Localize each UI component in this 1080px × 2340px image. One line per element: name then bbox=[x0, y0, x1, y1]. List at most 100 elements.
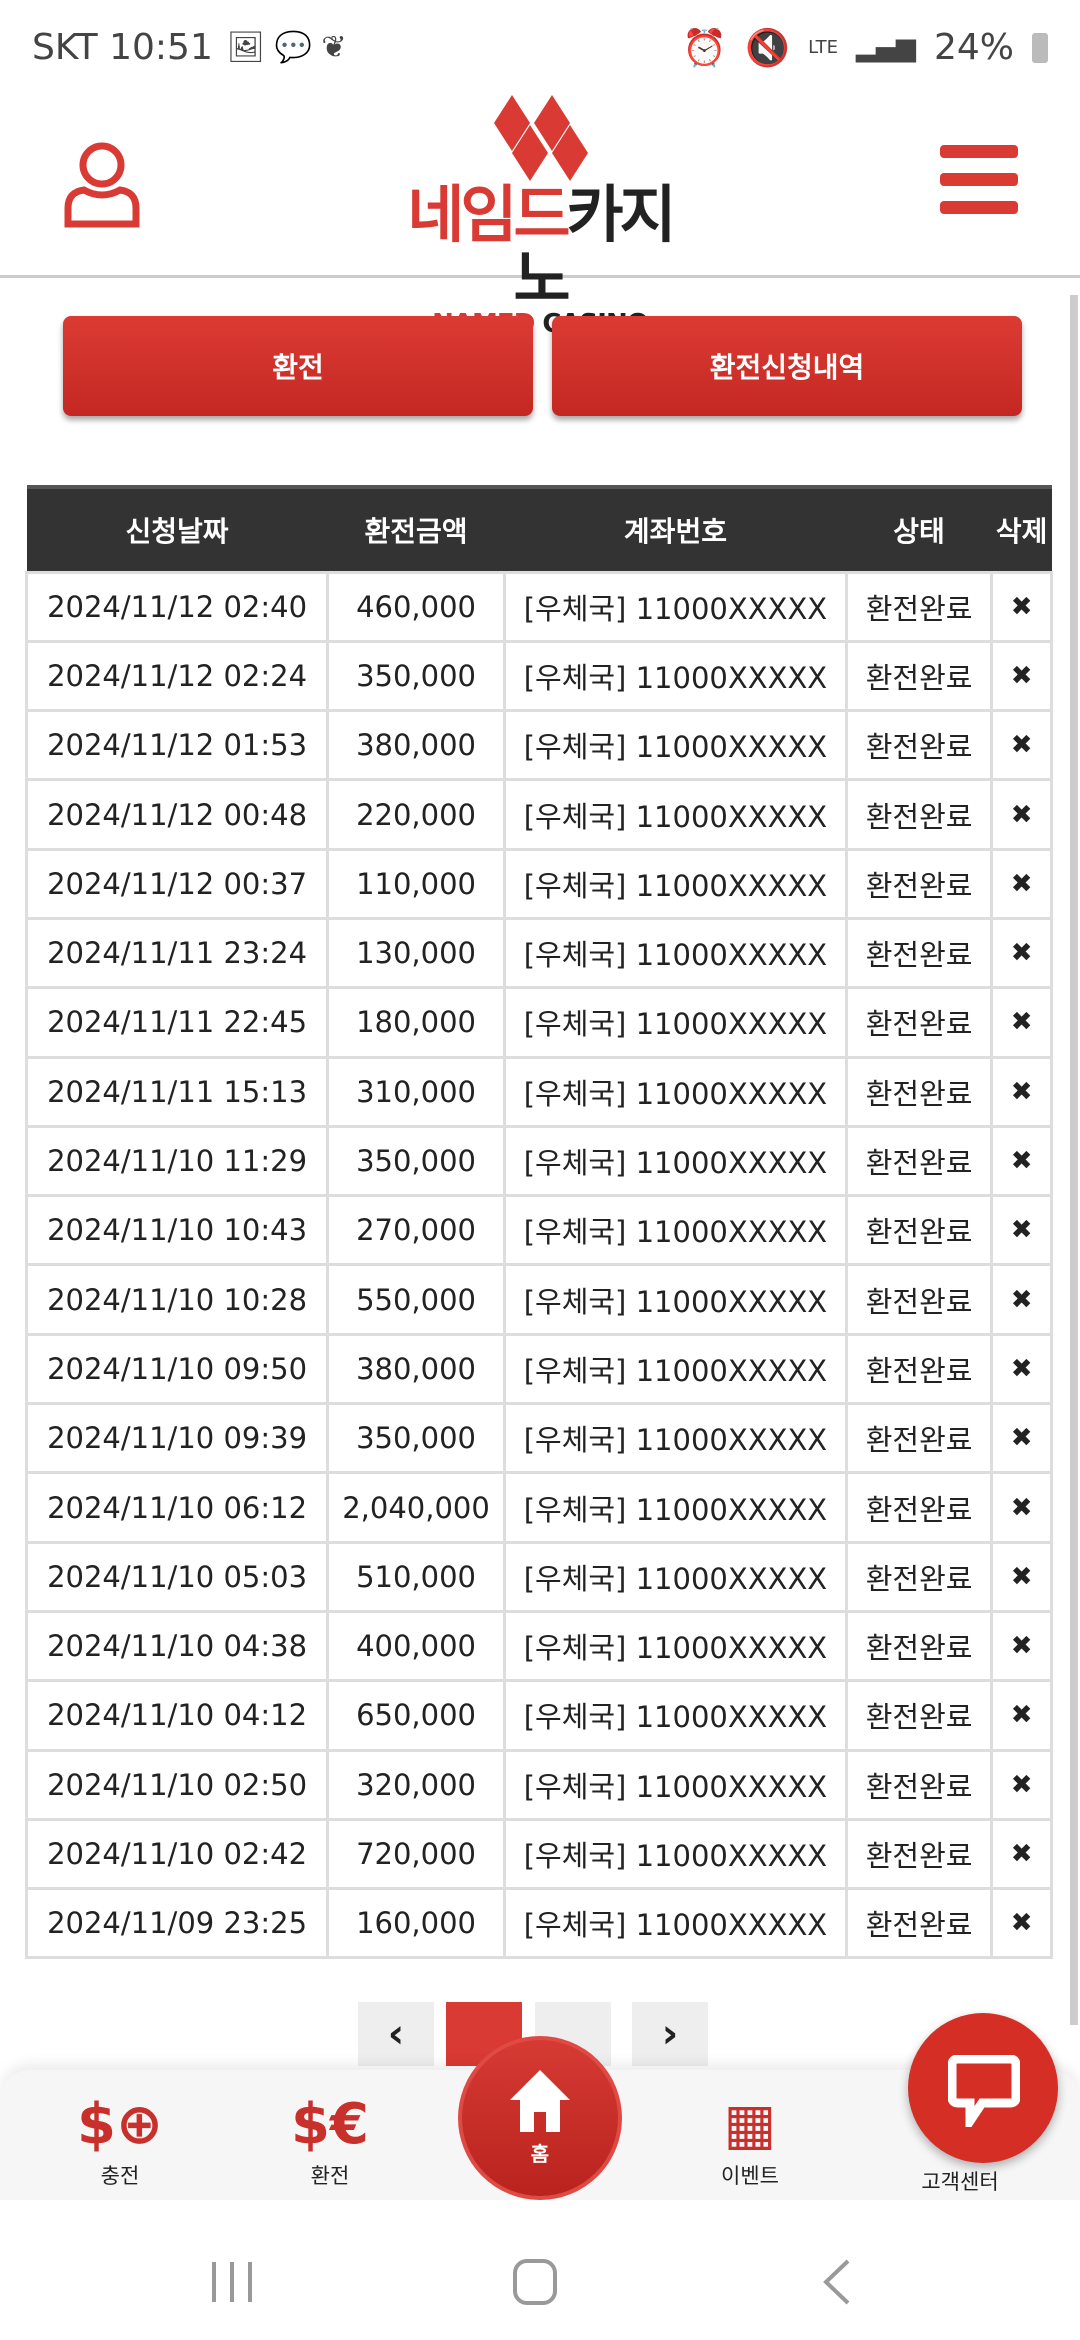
pagination-next[interactable]: › bbox=[632, 2002, 708, 2066]
amount: 380,000 bbox=[326, 1332, 506, 1406]
battery-icon bbox=[1032, 32, 1048, 63]
request-date: 2024/11/10 02:50 bbox=[24, 1748, 330, 1821]
home-system-icon[interactable] bbox=[512, 2258, 558, 2306]
account-number: [우체국] 11000XXXXX bbox=[502, 1471, 848, 1544]
status: 환전완료 bbox=[844, 570, 994, 643]
delete-icon[interactable]: ✖ bbox=[990, 1055, 1053, 1128]
column-header: 삭제 bbox=[991, 485, 1052, 572]
withdraw-history-table: 신청날짜 환전금액 계좌번호 상태 삭제 2024/11/12 02:40 460,000… bbox=[24, 485, 1053, 1960]
request-date: 2024/11/10 06:12 bbox=[24, 1471, 330, 1544]
account-number: [우체국] 11000XXXXX bbox=[502, 1817, 848, 1891]
chat-button[interactable] bbox=[908, 2013, 1058, 2163]
logo-kr-black: 카지노 bbox=[513, 178, 676, 315]
status: 환전완료 bbox=[844, 1540, 994, 1613]
request-date: 2024/11/11 22:45 bbox=[24, 986, 330, 1059]
delete-icon[interactable]: ✖ bbox=[990, 570, 1053, 643]
status: 환전완료 bbox=[844, 1194, 994, 1267]
status: 환전완료 bbox=[844, 1471, 994, 1544]
request-date: 2024/11/10 04:12 bbox=[24, 1679, 330, 1752]
status: 환전완료 bbox=[844, 1817, 994, 1891]
table-row: 2024/11/10 09:39 350,000 [우체국] 11000XXXXX 환… bbox=[24, 1402, 1053, 1475]
delete-icon[interactable]: ✖ bbox=[990, 1748, 1053, 1821]
status: 환전완료 bbox=[844, 847, 994, 920]
nav-support[interactable]: 고객센터 bbox=[885, 2166, 1035, 2196]
delete-icon[interactable]: ✖ bbox=[990, 1332, 1053, 1406]
delete-icon[interactable]: ✖ bbox=[990, 847, 1053, 920]
delete-icon[interactable]: ✖ bbox=[990, 1679, 1053, 1752]
request-date: 2024/11/12 00:48 bbox=[24, 778, 330, 851]
column-header: 환전금액 bbox=[327, 485, 505, 572]
account-number: [우체국] 11000XXXXX bbox=[502, 1194, 848, 1267]
request-date: 2024/11/12 02:40 bbox=[24, 570, 330, 643]
delete-icon[interactable]: ✖ bbox=[990, 1124, 1053, 1198]
delete-icon[interactable]: ✖ bbox=[990, 1887, 1053, 1960]
account-number: [우체국] 11000XXXXX bbox=[502, 847, 848, 920]
logo[interactable]: 네임드카지노 NAMED CASINO bbox=[390, 95, 690, 337]
nav-event[interactable]: ▦ 이벤트 bbox=[675, 2090, 825, 2190]
delete-icon[interactable]: ✖ bbox=[990, 1471, 1053, 1544]
table-row: 2024/11/12 00:48 220,000 [우체국] 11000XXXXX 환… bbox=[24, 778, 1053, 851]
account-number: [우체국] 11000XXXXX bbox=[502, 1887, 848, 1960]
delete-icon[interactable]: ✖ bbox=[990, 986, 1053, 1059]
nav-withdraw[interactable]: $€ 환전 bbox=[255, 2090, 405, 2190]
table-row: 2024/11/10 09:50 380,000 [우체국] 11000XXXXX 환… bbox=[24, 1332, 1053, 1406]
status: 환전완료 bbox=[844, 778, 994, 851]
amount: 310,000 bbox=[326, 1055, 506, 1128]
amount: 2,040,000 bbox=[326, 1471, 506, 1544]
user-icon[interactable] bbox=[62, 140, 142, 230]
amount: 270,000 bbox=[326, 1194, 506, 1267]
column-header: 상태 bbox=[846, 485, 992, 572]
site-header: 네임드카지노 NAMED CASINO bbox=[0, 95, 1080, 337]
status: 환전완료 bbox=[844, 709, 994, 782]
pagination-prev[interactable]: ‹ bbox=[358, 2002, 434, 2066]
back-icon[interactable] bbox=[820, 2258, 854, 2306]
request-date: 2024/11/10 02:42 bbox=[24, 1817, 330, 1891]
scrollbar[interactable] bbox=[1070, 295, 1078, 2025]
status: 환전완료 bbox=[844, 1055, 994, 1128]
nav-event-label: 이벤트 bbox=[721, 2164, 779, 2188]
account-number: [우체국] 11000XXXXX bbox=[502, 639, 848, 713]
delete-icon[interactable]: ✖ bbox=[990, 1540, 1053, 1613]
table-row: 2024/11/10 10:28 550,000 [우체국] 11000XXXXX 환… bbox=[24, 1263, 1053, 1336]
alarm-icon: ⏰ bbox=[682, 27, 728, 69]
table-row: 2024/11/10 02:42 720,000 [우체국] 11000XXXXX 환… bbox=[24, 1817, 1053, 1891]
nav-home[interactable]: 홈 bbox=[458, 2036, 622, 2200]
nav-charge[interactable]: $⊕ 충전 bbox=[45, 2090, 195, 2190]
delete-icon[interactable]: ✖ bbox=[990, 1609, 1053, 1683]
table-row: 2024/11/11 23:24 130,000 [우체국] 11000XXXXX 환… bbox=[24, 916, 1053, 990]
account-number: [우체국] 11000XXXXX bbox=[502, 1609, 848, 1683]
delete-icon[interactable]: ✖ bbox=[990, 709, 1053, 782]
delete-icon[interactable]: ✖ bbox=[990, 639, 1053, 713]
chat-bubble-icon bbox=[948, 2055, 1020, 2127]
logo-diamonds-icon bbox=[494, 95, 588, 181]
clock: 10:51 bbox=[109, 27, 213, 68]
recent-apps-icon[interactable] bbox=[210, 2260, 254, 2304]
status: 환전완료 bbox=[844, 1402, 994, 1475]
withdraw-button[interactable]: 환전 bbox=[63, 316, 533, 416]
status: 환전완료 bbox=[844, 1263, 994, 1336]
status: 환전완료 bbox=[844, 1887, 994, 1960]
amount: 460,000 bbox=[326, 570, 506, 643]
delete-icon[interactable]: ✖ bbox=[990, 1817, 1053, 1891]
account-number: [우체국] 11000XXXXX bbox=[502, 1332, 848, 1406]
amount: 350,000 bbox=[326, 639, 506, 713]
battery-level: 24% bbox=[933, 27, 1014, 68]
table-row: 2024/11/12 00:37 110,000 [우체국] 11000XXXXX 환… bbox=[24, 847, 1053, 920]
delete-icon[interactable]: ✖ bbox=[990, 778, 1053, 851]
account-number: [우체국] 11000XXXXX bbox=[502, 570, 848, 643]
menu-icon[interactable] bbox=[940, 145, 1018, 215]
delete-icon[interactable]: ✖ bbox=[990, 1263, 1053, 1336]
table-row: 2024/11/12 02:40 460,000 [우체국] 11000XXXXX 환… bbox=[24, 570, 1053, 643]
delete-icon[interactable]: ✖ bbox=[990, 916, 1053, 990]
delete-icon[interactable]: ✖ bbox=[990, 1194, 1053, 1267]
amount: 400,000 bbox=[326, 1609, 506, 1683]
amount: 350,000 bbox=[326, 1402, 506, 1475]
account-number: [우체국] 11000XXXXX bbox=[502, 1540, 848, 1613]
delete-icon[interactable]: ✖ bbox=[990, 1402, 1053, 1475]
status: 환전완료 bbox=[844, 1748, 994, 1821]
amount: 650,000 bbox=[326, 1679, 506, 1752]
request-date: 2024/11/12 01:53 bbox=[24, 709, 330, 782]
table-row: 2024/11/09 23:25 160,000 [우체국] 11000XXXXX 환… bbox=[24, 1887, 1053, 1960]
amount: 720,000 bbox=[326, 1817, 506, 1891]
withdraw-history-button[interactable]: 환전신청내역 bbox=[552, 316, 1022, 416]
